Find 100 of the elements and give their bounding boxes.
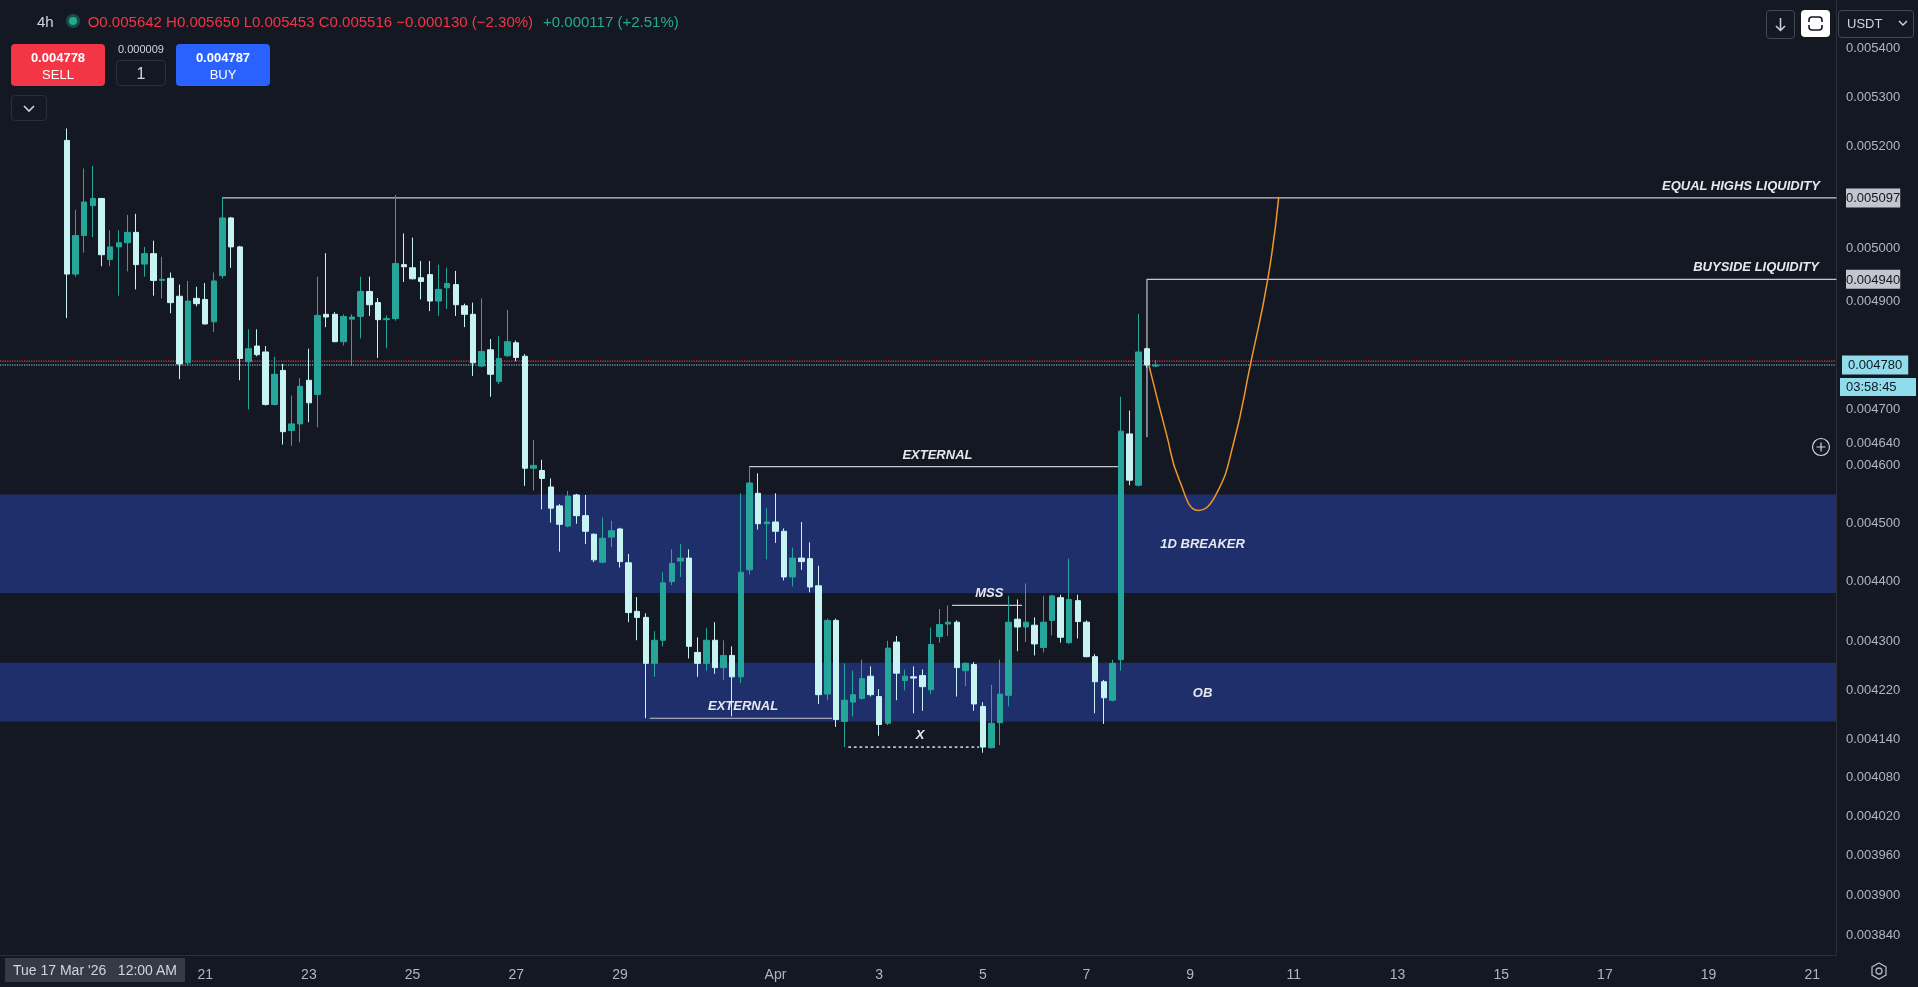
candlestick: [487, 338, 494, 398]
candlestick: [409, 237, 416, 280]
y-tick-label: 0.004640: [1846, 434, 1901, 450]
candlestick: [824, 618, 831, 701]
candlestick: [651, 630, 658, 678]
candlestick: [133, 213, 139, 290]
candlestick: [1031, 616, 1038, 656]
annotation: BUY: [209, 67, 237, 82]
y-tick-label: 0.005200: [1846, 138, 1901, 154]
candlestick: [90, 165, 96, 238]
candlestick: [764, 507, 770, 560]
candlestick: [64, 127, 70, 319]
candlestick: [375, 297, 381, 359]
candlestick: [1109, 659, 1116, 702]
candlestick: [150, 240, 157, 297]
annotation: SELL: [42, 67, 74, 82]
candlestick: [686, 548, 692, 659]
candlestick: [772, 492, 779, 544]
quantity-field: 1: [116, 60, 166, 86]
candlestick: [141, 246, 148, 278]
candlestick: [565, 490, 571, 528]
candlestick: [107, 229, 113, 267]
candlestick: [211, 272, 217, 333]
candlestick: [1092, 653, 1098, 714]
candlestick: [539, 459, 545, 510]
y-tick-label: 0.004140: [1846, 731, 1901, 747]
candlestick: [962, 661, 969, 687]
candlestick: [297, 377, 303, 443]
x-tick-label: 3: [875, 966, 884, 982]
candlestick: [841, 662, 848, 748]
candlestick: [669, 548, 675, 586]
candlestick: [599, 516, 606, 564]
candlestick: [1023, 582, 1029, 643]
y-tick-label: 0.004500: [1846, 514, 1901, 530]
text: Tue 17 Mar '26 12:00 AM: [5, 958, 186, 982]
candlestick: [306, 348, 312, 423]
annotation: 0.000009: [118, 43, 164, 55]
text: O0.005642 H0.005650 L0.005453 C0.005516 −0.000130 (−2.30%): [87, 13, 534, 30]
candlestick: [81, 168, 87, 254]
candlestick: [72, 209, 79, 278]
candlestick: [746, 466, 753, 576]
candlestick: [1126, 410, 1133, 486]
candlestick: [919, 668, 926, 712]
candlestick: [928, 627, 934, 695]
candlestick: [124, 214, 131, 272]
candlestick: [712, 621, 718, 675]
annotation: EQUAL HIGHS LIQUIDITY: [1661, 177, 1822, 193]
candlestick: [401, 232, 407, 283]
candlestick: [314, 276, 321, 428]
candlestick: [591, 533, 597, 563]
candlestick: [1066, 558, 1072, 645]
y-tick-label: 0.004220: [1846, 681, 1901, 697]
y-tick-label: 0.003840: [1846, 927, 1901, 943]
candlestick: [573, 493, 580, 525]
candlestick: [288, 395, 295, 447]
candlestick: [807, 541, 813, 593]
ref-line-label: 0.004780: [1848, 357, 1903, 373]
y-tick-label: 0.005300: [1846, 88, 1901, 104]
line-series: [1148, 196, 1280, 512]
y-tick-label: 0.003960: [1846, 847, 1901, 863]
candlestick: [453, 270, 459, 317]
candlestick: [530, 439, 537, 491]
annotation: MSS: [975, 585, 1004, 601]
y-tick-label: 0.004940: [1846, 271, 1901, 287]
y-tick-label: 0.004600: [1846, 457, 1901, 473]
x-tick-label: 21: [197, 966, 214, 982]
x-tick-label: 29: [612, 966, 628, 982]
candlestick: [556, 503, 563, 553]
band-label: OB: [1192, 684, 1213, 700]
candlestick: [1040, 595, 1047, 653]
candlestick: [997, 659, 1003, 746]
candlestick: [1083, 619, 1090, 658]
y-tick-label: 0.003900: [1846, 886, 1901, 902]
candlestick: [185, 280, 191, 366]
candlestick: [323, 252, 329, 328]
candlestick: [202, 282, 208, 325]
candlestick: [582, 494, 589, 545]
x-tick-label: 7: [1082, 966, 1091, 982]
y-tick-label: 0.005400: [1846, 40, 1901, 56]
candlestick: [159, 256, 165, 299]
x-tick-label: 21: [1804, 966, 1821, 982]
y-tick-label: 0.004400: [1846, 572, 1901, 588]
y-tick-label: 0.004300: [1846, 632, 1901, 648]
candlestick: [617, 527, 623, 568]
candlestick: [867, 665, 874, 698]
candlestick: [522, 353, 528, 487]
candlestick: [478, 297, 485, 368]
candlestick: [176, 284, 183, 380]
candlestick: [945, 604, 951, 637]
candlestick: [738, 492, 744, 684]
candlestick: [116, 229, 122, 297]
candlestick: [859, 659, 865, 701]
candlestick: [219, 197, 226, 279]
candlestick: [262, 345, 269, 407]
buy-button: 0.004787 BUY: [176, 44, 270, 86]
candlestick: [357, 276, 364, 339]
x-tick-label: 11: [1286, 966, 1302, 982]
candlestick: [902, 668, 908, 691]
currency-dropdown: USDT: [1838, 10, 1914, 38]
candlestick: [271, 356, 278, 407]
